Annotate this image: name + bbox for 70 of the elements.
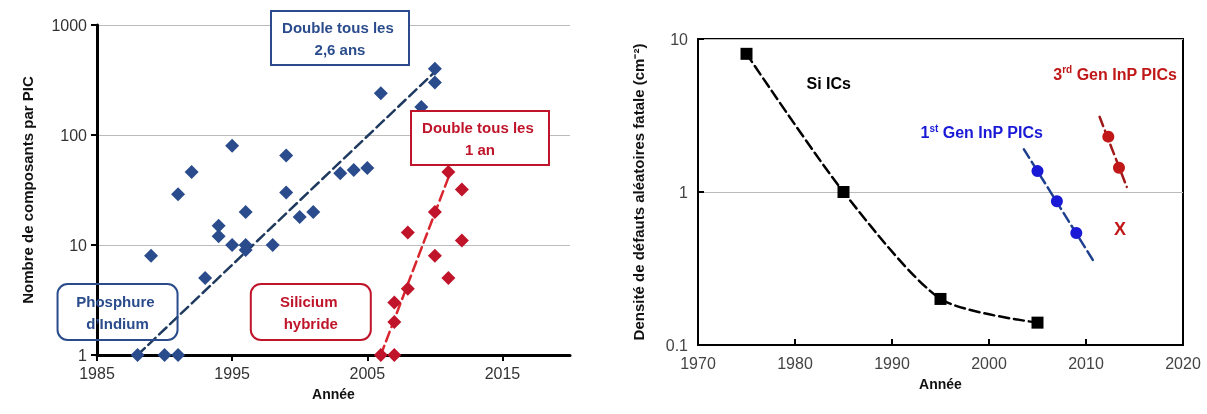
- point: [427, 61, 442, 76]
- point: [306, 204, 321, 219]
- x-tick-label: 1990: [874, 354, 910, 372]
- point: [198, 271, 213, 286]
- x-tick-label: 1995: [214, 364, 251, 382]
- x-tick-label: 1970: [680, 354, 716, 372]
- y-axis-title: Nombre de composants par PIC: [19, 76, 36, 304]
- point: [373, 86, 388, 101]
- point: [292, 209, 307, 224]
- point: [171, 187, 186, 202]
- point: [1050, 195, 1063, 208]
- point: [144, 248, 159, 263]
- point: [265, 238, 280, 252]
- y-tick-label: 1: [679, 183, 689, 201]
- point: [441, 271, 456, 286]
- point: [1070, 226, 1083, 239]
- point: [387, 314, 402, 329]
- series-label: Si ICs: [806, 75, 852, 93]
- annotation: Double tous les 1 an: [422, 118, 538, 158]
- point: [740, 47, 753, 60]
- point: [211, 229, 226, 244]
- y-tick-label: 100: [60, 126, 88, 144]
- point: [211, 218, 226, 233]
- point: [279, 185, 294, 200]
- x-tick-label: 2015: [484, 364, 521, 382]
- point: [360, 161, 375, 176]
- x-tick-label: 1980: [777, 354, 813, 372]
- point: [387, 348, 402, 362]
- point: [346, 163, 361, 178]
- point: [171, 348, 186, 362]
- point: [1031, 316, 1044, 329]
- point: [454, 182, 469, 197]
- y-axis-title: Densité de défauts aléatoires fatale (cm⁻²): [630, 43, 647, 341]
- point: [427, 75, 442, 90]
- point: [373, 348, 388, 362]
- point: [837, 186, 850, 198]
- x-tick-label: 2020: [1165, 354, 1201, 372]
- y-tick-label: 10: [69, 236, 88, 254]
- y-tick-label: 0.1: [665, 336, 689, 354]
- point: [238, 204, 253, 219]
- x-tick-label: 2010: [1068, 354, 1104, 372]
- annotation: X: [1113, 219, 1127, 239]
- point: [427, 204, 442, 219]
- point: [441, 165, 456, 180]
- point: [387, 295, 402, 310]
- x-axis-title: Année: [312, 386, 356, 402]
- x-tick-label: 1985: [79, 364, 115, 382]
- point: [1102, 130, 1115, 143]
- point: [130, 348, 145, 362]
- point: [1112, 161, 1125, 174]
- point: [400, 281, 415, 296]
- y-tick-label: 1000: [51, 16, 88, 34]
- point: [454, 233, 469, 248]
- point: [279, 148, 294, 163]
- point: [184, 165, 199, 180]
- point: [1031, 165, 1044, 178]
- y-tick-label: 10: [670, 30, 689, 48]
- y-tick-label: 1: [78, 346, 88, 364]
- x-axis-title: Année: [919, 376, 963, 392]
- point: [333, 166, 348, 181]
- x-tick-label: 2000: [971, 354, 1007, 372]
- point: [427, 248, 442, 263]
- point: [225, 238, 240, 252]
- text: Silicium hybride: [279, 292, 342, 332]
- point: [400, 225, 415, 240]
- point: [225, 138, 240, 153]
- x-tick-label: 2005: [349, 364, 386, 382]
- annotation: Double tous les 2,6 ans: [282, 18, 398, 58]
- point: [157, 348, 172, 362]
- point: [934, 292, 947, 305]
